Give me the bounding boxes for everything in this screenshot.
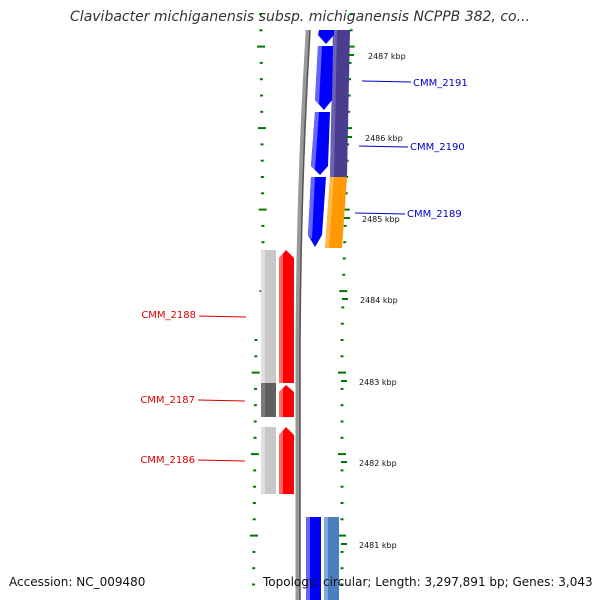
cds-top-partial [318, 30, 334, 44]
svg-text:CMM_2186: CMM_2186 [140, 455, 195, 466]
gene-label-cmm-2188: CMM_2188 [141, 310, 247, 321]
scale-tick-6: 2481 kbp [341, 541, 397, 550]
svg-text:CMM_2187: CMM_2187 [140, 395, 195, 406]
genome-title: Clavibacter michiganensis subsp. michiga… [70, 9, 530, 25]
scale-tick-4: 2483 kbp [341, 378, 397, 387]
gene-label-cmm-2191: CMM_2191 [361, 78, 468, 89]
svg-text:CMM_2190: CMM_2190 [410, 142, 465, 153]
accession-text: Accession: NC_009480 [9, 575, 146, 589]
scale-tick-label: 2485 kbp [362, 215, 400, 224]
cds-cmm-2189-highlight [308, 177, 315, 239]
genome-summary-text: Topology: circular; Length: 3,297,891 bp… [263, 575, 593, 589]
gene-label-cmm-2190: CMM_2190 [358, 142, 465, 153]
cog-bar-gray-2-highlight [261, 427, 265, 494]
cog-bar-purple-highlight [330, 30, 337, 177]
genome-backbone-shade [299, 29, 311, 600]
scale-tick-label: 2483 kbp [359, 378, 397, 387]
svg-text:CMM_2188: CMM_2188 [141, 310, 196, 321]
scale-tick-label: 2486 kbp [365, 134, 403, 143]
cog-bar-dark-highlight [261, 383, 265, 417]
scale-tick-label: 2487 kbp [368, 52, 406, 61]
cds-cmm-2191-highlight [315, 46, 322, 104]
scale-tick-label: 2481 kbp [359, 541, 397, 550]
svg-text:CMM_2189: CMM_2189 [407, 209, 462, 220]
cog-bar-orange-highlight [325, 177, 334, 248]
scale-tick-0: 2487 kbp [348, 52, 406, 61]
genome-backbone [295, 30, 311, 600]
gene-label-cmm-2187: CMM_2187 [140, 395, 246, 406]
scale-tick-label: 2482 kbp [359, 459, 397, 468]
gene-label-cmm-2189: CMM_2189 [354, 209, 462, 220]
cog-bar-gray-1-highlight [261, 250, 265, 383]
svg-text:CMM_2191: CMM_2191 [413, 78, 468, 89]
cds-cmm-2188-highlight [279, 254, 283, 383]
scale-tick-label: 2484 kbp [360, 296, 398, 305]
scale-tick-3: 2484 kbp [342, 296, 398, 305]
gene-label-cmm-2186: CMM_2186 [140, 455, 246, 466]
cog-bar-steelblue-highlight [324, 517, 328, 600]
cds-cmm-2190-highlight [311, 112, 319, 170]
scale-tick-5: 2482 kbp [341, 459, 397, 468]
scale-tick-2: 2485 kbp [344, 215, 400, 224]
cds-bottom-partial-highlight [306, 517, 310, 600]
cds-cmm-2186-highlight [279, 431, 283, 494]
cds-cmm-2187-highlight [279, 388, 283, 417]
scale-tick-1: 2486 kbp [346, 134, 403, 143]
